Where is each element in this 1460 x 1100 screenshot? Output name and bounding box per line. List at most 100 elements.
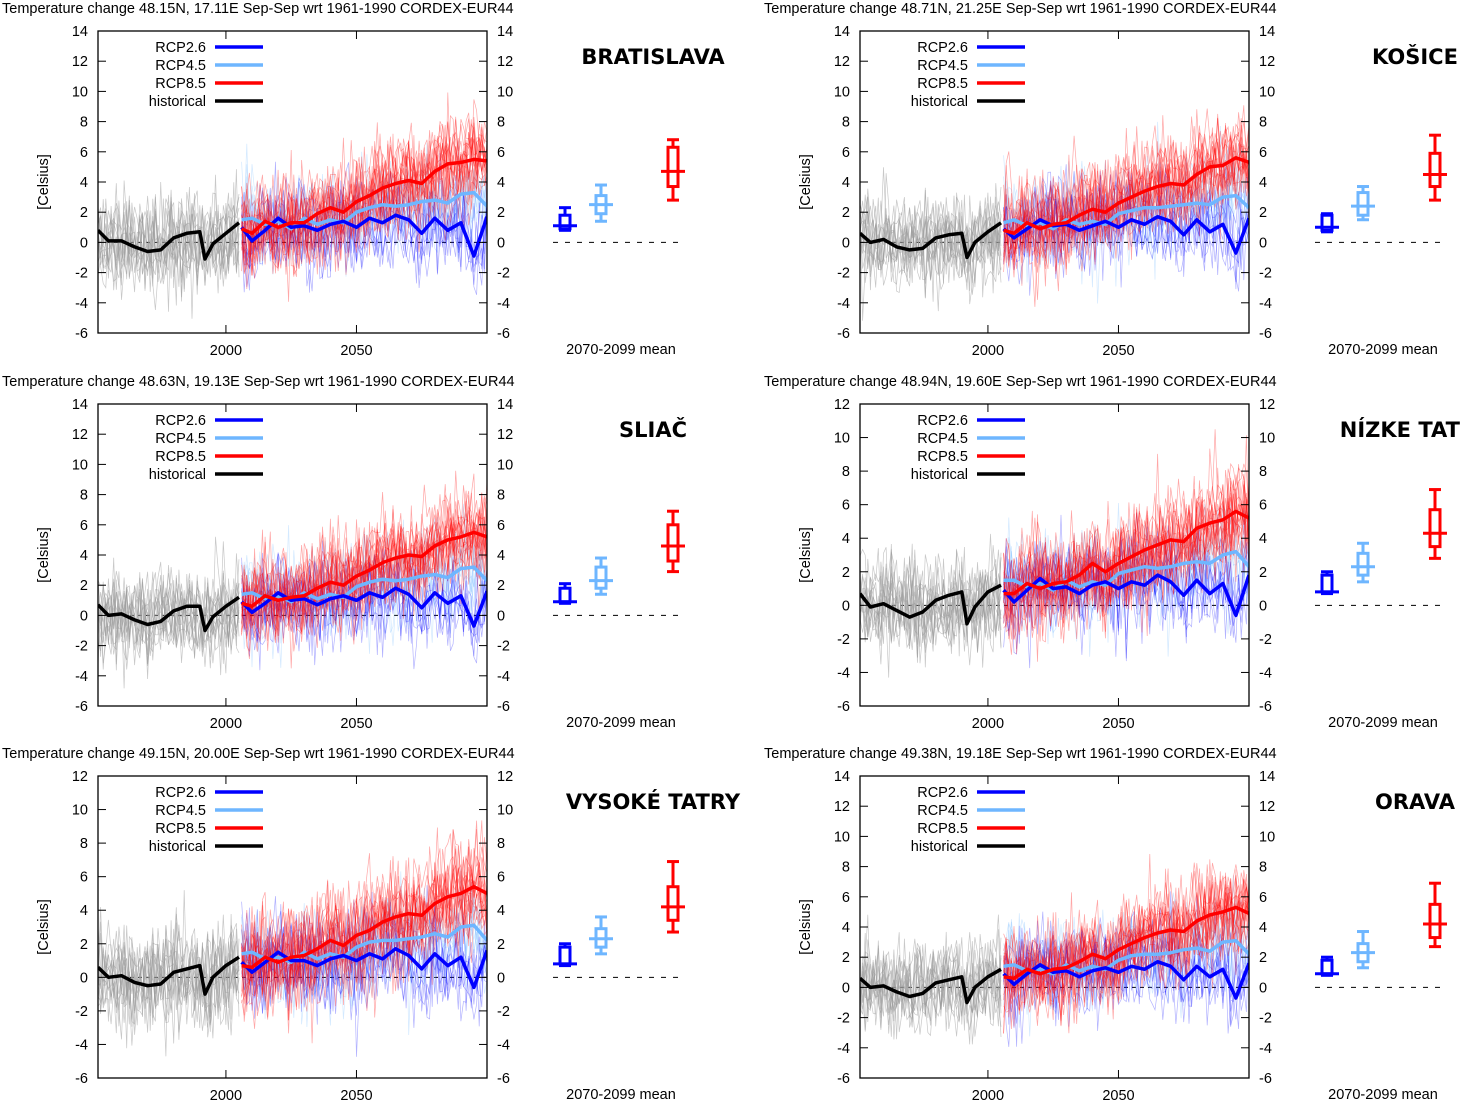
y-tick-label-right: -4 — [497, 296, 510, 312]
rcp26-ensemble-member — [1003, 514, 1249, 639]
rcp85-ensemble-member — [1003, 477, 1249, 640]
station-name: ORAVA — [1375, 790, 1456, 814]
legend-label: RCP4.5 — [155, 803, 206, 819]
y-tick-label-right: -6 — [497, 699, 510, 715]
rcp85-ensemble-member — [1003, 131, 1249, 254]
station-name: BRATISLAVA — [581, 45, 725, 69]
series-line-rcp45 — [1003, 193, 1249, 231]
rcp85-ensemble-member — [1003, 878, 1249, 1034]
rcp85-ensemble-member — [1003, 464, 1249, 620]
y-tick-label-left: 2 — [80, 205, 88, 221]
y-tick-label-right: 0 — [1259, 235, 1267, 251]
historical-ensemble-member — [98, 914, 240, 1057]
legend-label: RCP2.6 — [155, 40, 206, 56]
historical-ensemble-member — [860, 200, 1002, 321]
y-tick-label-left: 2 — [80, 937, 88, 953]
x-tick-label: 2050 — [1102, 343, 1134, 359]
y-axis-label: [Celsius] — [36, 527, 52, 583]
x-tick-label: 2000 — [210, 1088, 242, 1100]
series-line-rcp26 — [240, 947, 487, 990]
rcp85-ensemble-member — [241, 820, 487, 979]
rcp26-ensemble-member — [1003, 545, 1249, 643]
y-tick-label-left: -2 — [837, 632, 850, 648]
rcp85-ensemble-member — [241, 837, 487, 1006]
rcp85-ensemble-member — [1003, 863, 1249, 999]
y-tick-label-right: -6 — [1259, 1071, 1272, 1087]
rcp85-ensemble-member — [1003, 878, 1249, 1027]
y-tick-label-right: 4 — [497, 903, 505, 919]
y-tick-label-right: 6 — [497, 145, 505, 161]
y-tick-label-left: 6 — [80, 518, 88, 534]
y-tick-label-left: 10 — [72, 803, 88, 819]
y-tick-label-left: 0 — [842, 235, 850, 251]
rcp45-ensemble-member — [241, 164, 487, 256]
legend-label: historical — [911, 839, 968, 855]
rcp85-ensemble-member — [241, 868, 487, 996]
chart-panel: Temperature change 48.71N, 21.25E Sep-Se… — [764, 1, 1458, 359]
rcp85-ensemble-member — [241, 490, 487, 628]
legend-label: RCP2.6 — [917, 785, 968, 801]
rcp26-ensemble-member — [1003, 537, 1249, 662]
y-tick-label-left: 10 — [834, 431, 850, 447]
series-line-rcp26 — [1002, 573, 1249, 618]
plot-area — [860, 429, 1249, 678]
legend-label: RCP4.5 — [917, 803, 968, 819]
y-tick-label-right: 4 — [1259, 175, 1267, 191]
plot-frame — [859, 403, 1250, 707]
rcp45-ensemble-member — [241, 885, 487, 1019]
rcp85-ensemble-member — [241, 892, 487, 1021]
rcp85-ensemble-member — [1003, 483, 1249, 644]
rcp85-ensemble-member — [1003, 485, 1249, 640]
rcp26-ensemble-member — [241, 885, 487, 1019]
y-tick-label-left: 10 — [834, 84, 850, 100]
rcp45-ensemble-member — [241, 168, 487, 255]
rcp45-ensemble-member — [1003, 144, 1249, 285]
boxplot-rcp85 — [1423, 133, 1447, 202]
plot-area — [98, 820, 487, 1057]
y-tick-label-left: 2 — [842, 205, 850, 221]
boxplot-rcp26 — [553, 582, 577, 605]
rcp85-ensemble-member — [1003, 122, 1249, 267]
boxplot-rcp26 — [1315, 570, 1339, 596]
y-tick-label-right: 8 — [497, 836, 505, 852]
y-tick-label-right: 4 — [1259, 920, 1267, 936]
box-iqr — [1320, 958, 1334, 976]
y-tick-label-left: 8 — [80, 488, 88, 504]
rcp85-ensemble-member — [241, 875, 487, 1044]
rcp85-ensemble-member — [241, 92, 487, 276]
rcp45-ensemble-member — [1003, 125, 1249, 283]
series-line-rcp85 — [241, 530, 487, 609]
boxplot-rcp85 — [1423, 488, 1447, 560]
rcp45-ensemble-member — [241, 525, 487, 632]
y-tick-label-right: 14 — [497, 24, 513, 40]
rcp45-ensemble-member — [241, 512, 487, 623]
box-iqr — [1320, 213, 1334, 232]
series-line-rcp26 — [240, 586, 487, 628]
rcp26-ensemble-member — [241, 175, 487, 272]
rcp45-ensemble-member — [1003, 503, 1249, 619]
y-tick-label-left: 4 — [80, 903, 88, 919]
boxplot-rcp45 — [589, 556, 613, 596]
y-tick-label-right: 0 — [497, 970, 505, 986]
y-tick-label-right: 8 — [1259, 464, 1267, 480]
historical-ensemble-member — [860, 557, 1002, 664]
historical-ensemble-member — [860, 914, 1002, 1034]
y-tick-label-right: 2 — [497, 205, 505, 221]
rcp85-ensemble-member — [241, 137, 487, 277]
rcp85-ensemble-member — [241, 874, 487, 1021]
rcp85-ensemble-member — [241, 500, 487, 631]
legend-label: RCP2.6 — [917, 40, 968, 56]
series-line-rcp26 — [1002, 959, 1249, 1000]
y-tick-label-right: 8 — [1259, 115, 1267, 131]
chart-panel: Temperature change 49.38N, 19.18E Sep-Se… — [764, 746, 1456, 1100]
series-line-historical — [860, 967, 1002, 1005]
plot-area — [860, 853, 1249, 1047]
legend-label: RCP2.6 — [155, 413, 206, 429]
y-tick-label-right: -2 — [1259, 266, 1272, 282]
rcp45-ensemble-member — [1003, 505, 1249, 657]
y-tick-label-right: -6 — [497, 326, 510, 342]
rcp45-ensemble-member — [241, 905, 487, 1026]
rcp45-ensemble-member — [1003, 518, 1249, 645]
rcp85-ensemble-member — [1003, 108, 1249, 240]
y-tick-label-right: 12 — [497, 427, 513, 443]
